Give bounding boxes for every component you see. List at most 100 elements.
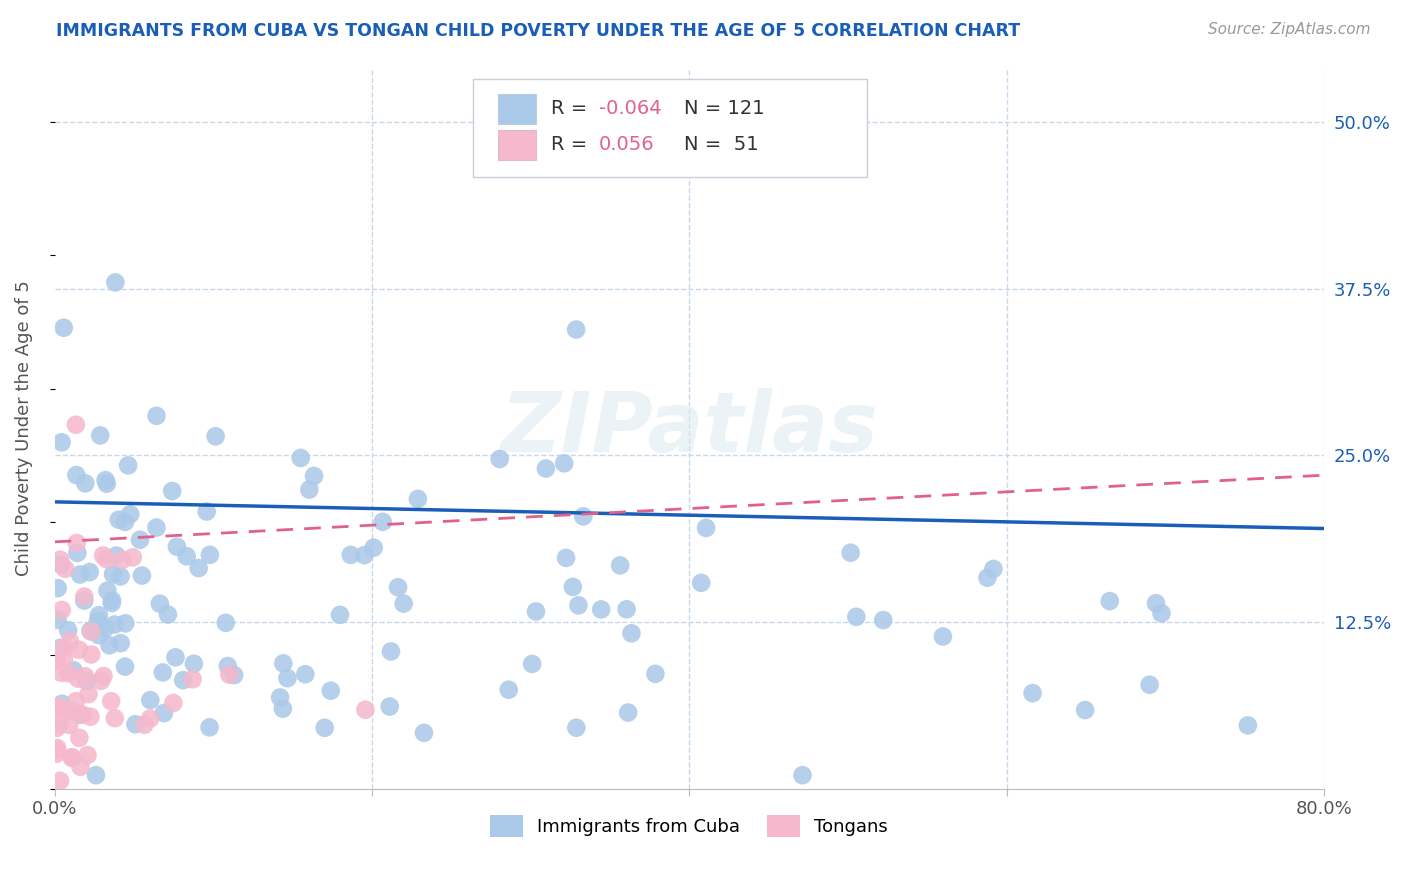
Point [51, 435, 73, 450]
Point [80, 624, 103, 639]
Point [96, 476, 118, 491]
Point [160, 483, 183, 498]
Point [695, 521, 717, 535]
Point [156, 607, 179, 622]
Point [93, 669, 115, 683]
Point [79, 624, 101, 638]
Point [380, 644, 402, 658]
Point [145, 520, 167, 534]
Point [378, 699, 401, 714]
Point [65, 468, 87, 483]
Point [48, 699, 70, 714]
Point [131, 568, 153, 582]
Point [60, 751, 83, 765]
Point [149, 597, 172, 611]
Point [65, 417, 87, 432]
Point [387, 580, 409, 594]
Point [120, 507, 142, 521]
Point [67, 643, 90, 657]
Point [58, 718, 80, 732]
Point [51, 697, 73, 711]
Point [498, 682, 520, 697]
Point [555, 551, 578, 566]
Point [101, 567, 124, 582]
Point [45, 742, 67, 756]
Point [139, 712, 162, 726]
Point [269, 690, 291, 705]
Point [1021, 686, 1043, 700]
Point [49, 552, 72, 566]
Point [52, 320, 75, 334]
Point [72, 707, 94, 722]
Point [66, 546, 89, 560]
Point [165, 650, 187, 665]
Point [217, 659, 239, 673]
Point [66, 536, 89, 550]
Point [392, 597, 415, 611]
Point [609, 558, 631, 573]
Point [290, 450, 312, 465]
Point [565, 721, 588, 735]
Point [224, 668, 246, 682]
Point [100, 694, 122, 708]
Point [792, 768, 814, 782]
Point [51, 603, 73, 617]
Point [1139, 678, 1161, 692]
Point [79, 710, 101, 724]
Point [983, 562, 1005, 576]
Point [872, 613, 894, 627]
Point [87, 614, 110, 628]
Point [276, 671, 298, 685]
Legend: Immigrants from Cuba, Tongans: Immigrants from Cuba, Tongans [484, 808, 896, 845]
Point [488, 452, 510, 467]
Text: 0.056: 0.056 [599, 136, 655, 154]
Point [101, 596, 124, 610]
Point [59, 634, 82, 648]
Point [76, 748, 98, 763]
Text: R =: R = [551, 99, 593, 119]
Point [329, 607, 352, 622]
Point [80, 648, 103, 662]
Point [134, 717, 156, 731]
Point [1150, 607, 1173, 621]
Point [314, 721, 336, 735]
Point [591, 602, 613, 616]
Point [98, 638, 121, 652]
Point [69, 760, 91, 774]
Text: IMMIGRANTS FROM CUBA VS TONGAN CHILD POVERTY UNDER THE AGE OF 5 CORRELATION CHAR: IMMIGRANTS FROM CUBA VS TONGAN CHILD POV… [56, 22, 1021, 40]
Point [114, 659, 136, 673]
Point [565, 322, 588, 336]
Point [73, 593, 96, 607]
Point [73, 669, 96, 683]
Point [56, 624, 79, 638]
Point [69, 567, 91, 582]
Point [153, 706, 176, 720]
Point [218, 667, 240, 681]
Point [62, 664, 84, 678]
Point [46, 700, 69, 714]
Point [75, 476, 97, 491]
Point [117, 458, 139, 473]
Point [166, 540, 188, 554]
Point [107, 513, 129, 527]
Point [46, 613, 69, 627]
Point [105, 549, 128, 563]
Point [187, 561, 209, 575]
Point [45, 747, 67, 761]
Point [96, 583, 118, 598]
Point [271, 701, 294, 715]
Point [67, 672, 90, 686]
Point [46, 741, 69, 756]
Point [110, 569, 132, 583]
Point [198, 548, 221, 562]
Point [96, 552, 118, 566]
Point [845, 609, 868, 624]
Point [60, 704, 83, 718]
Point [406, 491, 429, 506]
Point [91, 549, 114, 563]
Point [101, 593, 124, 607]
Point [152, 665, 174, 680]
Point [1098, 594, 1121, 608]
Point [103, 617, 125, 632]
Point [413, 726, 436, 740]
